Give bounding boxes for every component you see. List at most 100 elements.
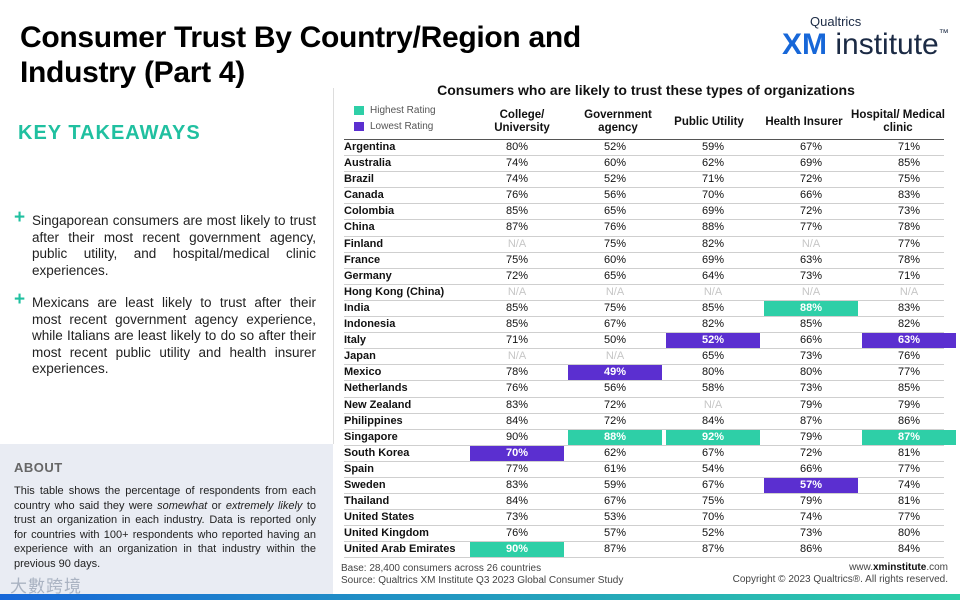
table-cell: 67% [701, 478, 725, 491]
country-name: Netherlands [344, 382, 408, 395]
table-row: India 85% 75% 85% 88% 83% [344, 300, 944, 318]
table-cell: 70% [701, 511, 725, 524]
table-row: Spain 77% 61% 54% 66% 77% [344, 462, 944, 478]
table-cell: 78% [505, 366, 529, 379]
table-cell: 71% [505, 334, 529, 347]
site-url[interactable]: www.xminstitute.com [733, 562, 948, 574]
table-cell: 50% [603, 334, 627, 347]
table-cell: 86% [897, 414, 921, 427]
table-cell: 85% [799, 318, 823, 331]
table-cell: 81% [897, 446, 921, 459]
column-header: Government agency [584, 109, 652, 134]
country-name: Spain [344, 462, 374, 475]
country-name: Hong Kong (China) [344, 285, 445, 298]
table-cell: 67% [603, 495, 627, 508]
country-name: Sweden [344, 478, 386, 491]
table-cell: N/A [507, 350, 527, 363]
table-cell: 76% [897, 350, 921, 363]
country-name: New Zealand [344, 398, 412, 411]
table-row: United States 73% 53% 70% 74% 77% [344, 510, 944, 527]
table-cell: 71% [897, 141, 921, 153]
logo-wordmark: XM institute™ [782, 28, 949, 62]
source-note: Source: Qualtrics XM Institute Q3 2023 G… [341, 575, 624, 586]
table-cell: N/A [899, 285, 919, 298]
table-cell: 77% [897, 366, 921, 379]
table-row: Netherlands 76% 56% 58% 73% 85% [344, 381, 944, 398]
country-name: France [344, 253, 381, 266]
table-cell: 80% [505, 141, 529, 153]
table-cell: 71% [701, 173, 725, 186]
table-cell: 75% [603, 237, 627, 250]
table-cell: 71% [897, 269, 921, 282]
column-header: Health Insurer [765, 115, 843, 128]
column-header: Public Utility [674, 115, 744, 128]
table-row: Italy 71% 50% 52% 66% 63% [344, 333, 956, 350]
page-title: Consumer Trust By Country/Region and Ind… [20, 21, 581, 89]
country-name: Colombia [344, 205, 395, 218]
table-cell: 76% [505, 527, 529, 540]
table-cell: 75% [897, 173, 921, 186]
table-cell: 79% [799, 398, 823, 411]
table-cell: 77% [897, 237, 921, 250]
site-url-part: www. [849, 562, 873, 573]
qualtrics-xm-institute-logo: Qualtrics XM institute™ [782, 12, 949, 61]
table-row: United Arab Emirates 90% 87% 87% 86% 84% [344, 542, 944, 559]
table-cell: 67% [799, 141, 823, 153]
table-cell: 83% [505, 478, 529, 491]
table-cell: 83% [897, 189, 921, 202]
table-cell: 76% [505, 382, 529, 395]
table-cell: 78% [897, 221, 921, 234]
table-row: Japan N/A N/A 65% 73% 76% [344, 349, 944, 366]
table-cell: 63% [862, 333, 956, 349]
table-row: China 87% 76% 88% 77% 78% [344, 220, 944, 237]
takeaway-text: Singaporean consumers are most likely to… [32, 213, 316, 278]
table-cell: 69% [701, 205, 725, 218]
table-cell: 90% [505, 430, 529, 443]
table-cell: 72% [603, 414, 627, 427]
table-cell: 70% [470, 445, 564, 461]
table-cell: 57% [603, 527, 627, 540]
table-cell: 84% [505, 414, 529, 427]
legend-swatch-highest [354, 106, 364, 115]
table-row: Brazil 74% 52% 71% 72% 75% [344, 172, 944, 189]
table-cell: N/A [605, 350, 625, 363]
table-cell: 74% [897, 478, 921, 491]
divider [333, 88, 334, 444]
country-name: United Kingdom [344, 527, 429, 540]
table-cell: 90% [470, 542, 564, 558]
about-heading: ABOUT [14, 460, 63, 475]
table-row: Indonesia 85% 67% 82% 85% 82% [344, 317, 944, 334]
table-cell: 87% [603, 543, 627, 556]
table-cell: 52% [603, 173, 627, 186]
country-name: India [344, 301, 370, 314]
table-row: France 75% 60% 69% 63% 78% [344, 253, 944, 269]
country-name: China [344, 221, 375, 234]
table-row: Australia 74% 60% 62% 69% 85% [344, 156, 944, 173]
table-cell: 70% [701, 189, 725, 202]
legend-highest: Highest Rating [354, 104, 436, 120]
table-row: Canada 76% 56% 70% 66% 83% [344, 188, 944, 205]
table-cell: N/A [801, 237, 821, 250]
table-cell: 74% [505, 157, 529, 170]
table-cell: 87% [799, 414, 823, 427]
table-cell: 73% [505, 511, 529, 524]
table-row: Sweden 83% 59% 67% 57% 74% [344, 477, 944, 495]
table-cell: 77% [799, 221, 823, 234]
country-name: Brazil [344, 173, 374, 186]
logo-xm: XM [782, 28, 827, 61]
column-header: Hospital/ Medical clinic [851, 109, 945, 134]
table-cell: 59% [701, 141, 725, 153]
key-takeaways-heading: KEY TAKEAWAYS [18, 122, 201, 144]
about-text-part: to trust an organization in each industr… [14, 499, 316, 570]
logo-tm: ™ [938, 28, 949, 39]
table-cell: 69% [701, 253, 725, 266]
table-cell: 72% [799, 205, 823, 218]
table-row: South Korea 70% 62% 67% 72% 81% [344, 445, 944, 462]
table-cell: 59% [603, 478, 627, 491]
table-cell: 76% [603, 221, 627, 234]
takeaway-item: + Mexicans are least likely to trust aft… [14, 290, 316, 378]
table-cell: 56% [603, 189, 627, 202]
table-cell: 83% [897, 301, 921, 314]
country-name: Singapore [344, 430, 398, 443]
table-row: Singapore 90% 88% 92% 79% 87% [344, 429, 956, 446]
